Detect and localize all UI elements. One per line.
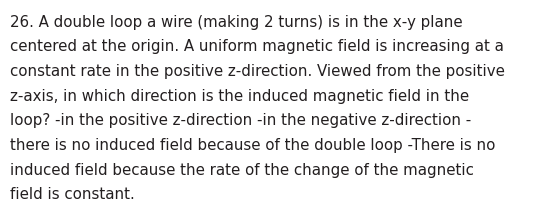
Text: there is no induced field because of the double loop -There is no: there is no induced field because of the… (10, 138, 496, 153)
Text: 26. A double loop a wire (making 2 turns) is in the x-y plane: 26. A double loop a wire (making 2 turns… (10, 15, 463, 30)
Text: induced field because the rate of the change of the magnetic: induced field because the rate of the ch… (10, 163, 474, 178)
Text: z-axis, in which direction is the induced magnetic field in the: z-axis, in which direction is the induce… (10, 89, 469, 104)
Text: loop? -in the positive z-direction -in the negative z-direction -: loop? -in the positive z-direction -in t… (10, 113, 472, 128)
Text: constant rate in the positive z-direction. Viewed from the positive: constant rate in the positive z-directio… (10, 64, 505, 79)
Text: field is constant.: field is constant. (10, 187, 135, 202)
Text: centered at the origin. A uniform magnetic field is increasing at a: centered at the origin. A uniform magnet… (10, 39, 504, 54)
